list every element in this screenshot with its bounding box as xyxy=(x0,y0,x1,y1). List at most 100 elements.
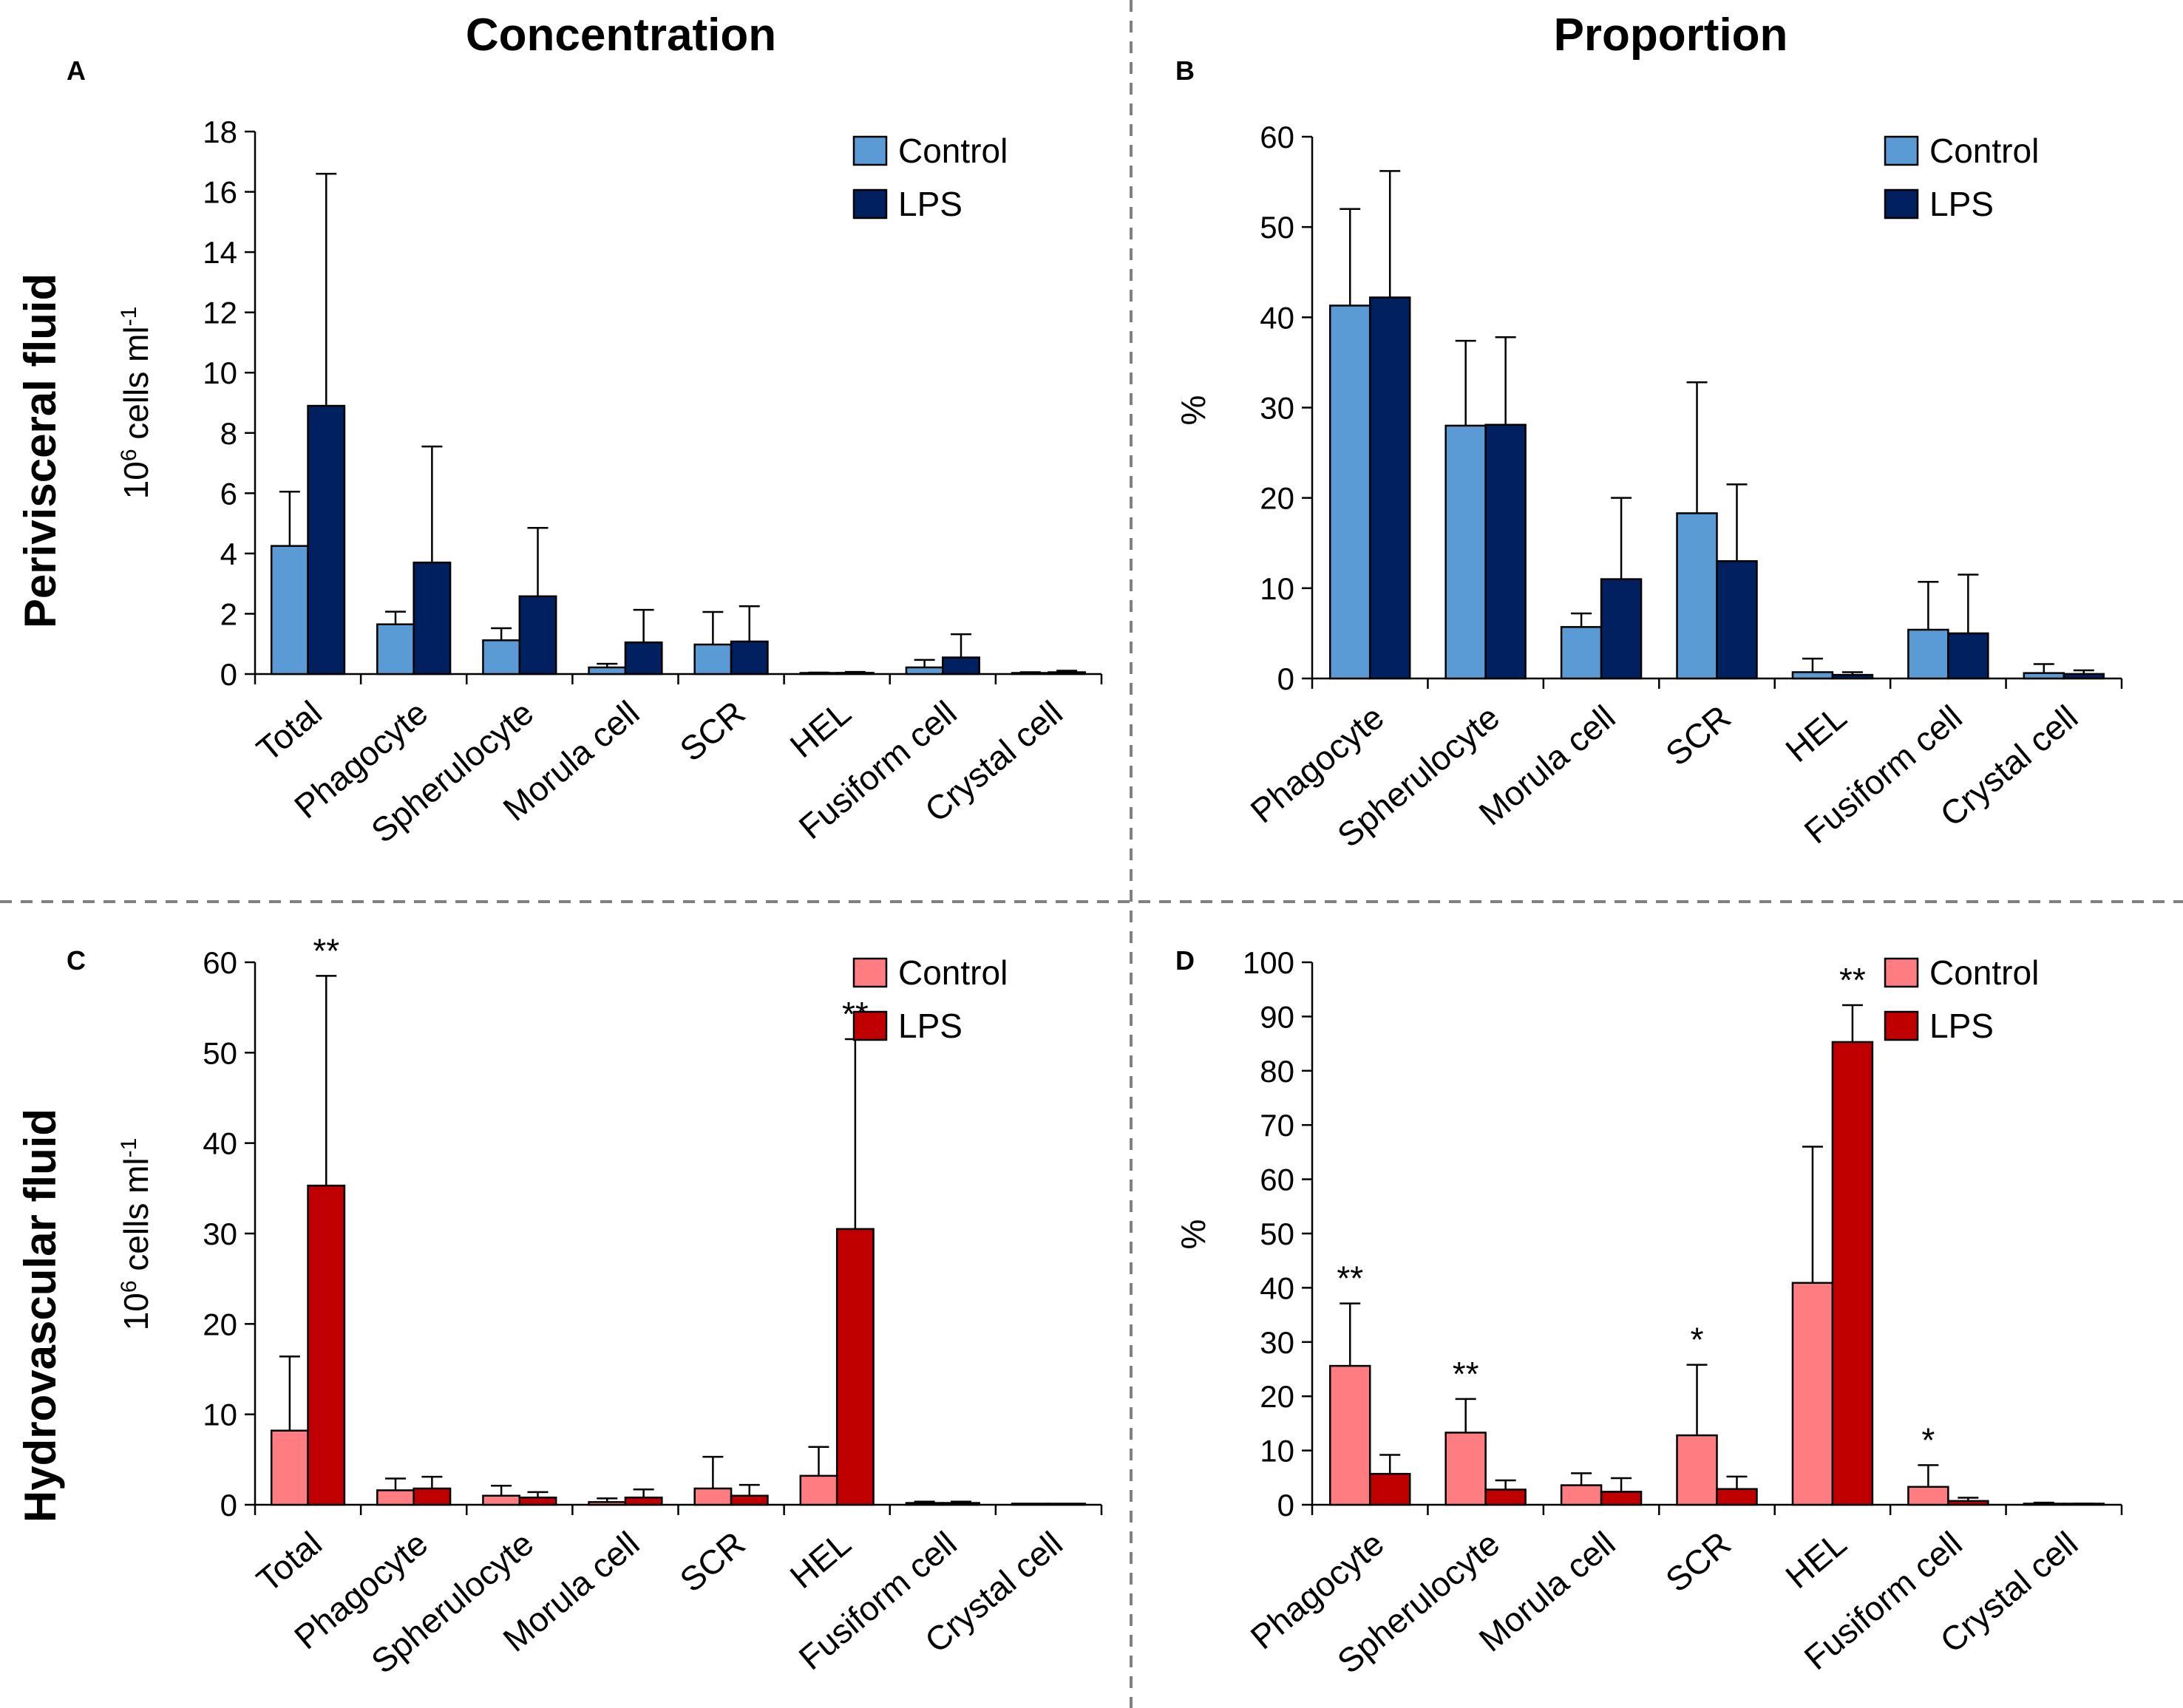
panel-d-y-tick-label: 0 xyxy=(1277,1488,1294,1522)
panel-a-y-tick-label: 6 xyxy=(220,476,237,511)
panel-b-y-tick-label: 0 xyxy=(1277,661,1294,696)
panel-a-bar-lps xyxy=(413,561,452,676)
panel-d-bar-control xyxy=(2023,1503,2065,1506)
chart-panel-b: 0102030405060PhagocyteSpherulocyteMorula… xyxy=(1174,120,2123,854)
panel-c-y-tick-label: 0 xyxy=(220,1488,237,1522)
panel-d-bar-control xyxy=(1328,1364,1371,1506)
panel-a-category-label: HEL xyxy=(783,693,858,765)
panel-a-legend-swatch-lps xyxy=(852,188,888,220)
panel-a-y-tick-label: 14 xyxy=(203,235,237,270)
panel-c-category-label: Total xyxy=(249,1524,329,1599)
panel-a-y-tick-label: 4 xyxy=(220,537,237,571)
panel-a-legend-swatch-control xyxy=(852,135,888,166)
panel-d-significance-mark: ** xyxy=(1839,961,1866,999)
panel-c-bar-lps xyxy=(518,1496,557,1506)
panel-a-bar-control xyxy=(588,666,627,676)
panel-b-y-tick-label: 30 xyxy=(1260,391,1294,426)
panel-c-bar-lps xyxy=(413,1487,452,1506)
panel-a-bar-control xyxy=(482,639,521,676)
panel-c-legend-swatch-lps xyxy=(852,1010,888,1041)
panel-d-bar-lps xyxy=(1484,1488,1527,1506)
panel-d-bar-lps xyxy=(1368,1472,1411,1506)
panel-d-category-label: HEL xyxy=(1778,1524,1853,1596)
panel-b-bar-lps xyxy=(1368,296,1411,680)
panel-b-bar-lps xyxy=(1831,673,1874,680)
panel-a-y-tick-label: 12 xyxy=(203,296,237,330)
panel-a-y-tick-label: 18 xyxy=(203,115,237,149)
panel-b-y-tick-label: 10 xyxy=(1260,571,1294,606)
panel-a-category-label: SCR xyxy=(673,693,753,769)
column-title-concentration: Concentration xyxy=(466,10,776,61)
chart-panel-c: 0102030405060****TotalPhagocyteSpheruloc… xyxy=(117,931,1103,1681)
chart-panel-d: 0102030405060708090100********PhagocyteS… xyxy=(1174,945,2123,1681)
panel-a-y-axis-label: 106 cells ml-1 xyxy=(117,307,156,500)
panel-c-y-tick-label: 10 xyxy=(203,1398,237,1432)
panel-d-bar-control xyxy=(1560,1484,1603,1506)
panel-a-bar-lps xyxy=(518,595,557,676)
panel-b-bar-control xyxy=(1676,512,1718,680)
panel-a-bar-lps xyxy=(942,656,980,676)
panel-d-bar-lps xyxy=(1947,1500,1989,1506)
panel-d-category-label: SCR xyxy=(1658,1524,1738,1599)
panel-c-legend-swatch-control xyxy=(852,957,888,988)
panel-d-legend-swatch-control xyxy=(1884,957,1919,988)
panel-c-y-tick-label: 40 xyxy=(203,1126,237,1161)
panel-d-bar-control xyxy=(1676,1434,1718,1506)
panel-a-bar-control xyxy=(905,666,944,676)
panel-d-y-tick-label: 100 xyxy=(1243,945,1294,980)
panel-d-y-tick-label: 70 xyxy=(1260,1108,1294,1143)
column-title-proportion: Proportion xyxy=(1554,10,1788,61)
panel-c-bar-control xyxy=(905,1502,944,1506)
panel-d-bar-control xyxy=(1791,1282,1834,1506)
panel-b-category-label: HEL xyxy=(1778,698,1853,769)
panel-d-significance-mark: * xyxy=(1921,1421,1935,1459)
panel-b-y-tick-label: 60 xyxy=(1260,120,1294,154)
panel-d-significance-mark: ** xyxy=(1337,1259,1363,1298)
panel-d-y-tick-label: 40 xyxy=(1260,1270,1294,1305)
panel-d-bar-lps xyxy=(1716,1488,1758,1506)
panel-b-category-label: SCR xyxy=(1658,698,1738,773)
panel-d-y-tick-label: 20 xyxy=(1260,1379,1294,1414)
panel-b-y-axis-label: % xyxy=(1174,395,1212,426)
panel-a-y-tick-label: 0 xyxy=(220,657,237,692)
panel-c-y-axis-label: 106 cells ml-1 xyxy=(117,1138,156,1331)
panel-c-bar-lps xyxy=(624,1496,663,1506)
panel-b-bar-control xyxy=(2023,672,2065,680)
panel-d-y-tick-label: 30 xyxy=(1260,1325,1294,1360)
panel-c-y-tick-label: 50 xyxy=(203,1035,237,1070)
panel-d-significance-mark: ** xyxy=(1453,1355,1479,1393)
panel-label-b: B xyxy=(1175,55,1195,86)
panel-c-bar-control xyxy=(270,1429,309,1506)
panel-a-bar-lps xyxy=(624,641,663,676)
panel-a-legend-label-control: Control xyxy=(898,132,1008,170)
panel-a-bar-lps xyxy=(307,404,346,676)
panel-c-bar-control xyxy=(376,1489,415,1506)
panel-c-bar-lps xyxy=(730,1494,769,1506)
panel-label-d: D xyxy=(1175,945,1195,976)
panel-c-bar-lps xyxy=(307,1184,346,1506)
panel-a-bar-control xyxy=(376,623,415,676)
panel-d-bar-lps xyxy=(1600,1491,1643,1506)
panel-b-bar-lps xyxy=(1716,559,1758,680)
chart-panel-a: 024681012141618TotalPhagocyteSpherulocyt… xyxy=(117,115,1103,850)
panel-d-legend-swatch-lps xyxy=(1884,1010,1919,1041)
panel-b-bar-control xyxy=(1907,628,1949,680)
panel-a-y-tick-label: 16 xyxy=(203,175,237,210)
panel-d-y-tick-label: 10 xyxy=(1260,1434,1294,1469)
row-title-perivisceral: Perivisceral fluid xyxy=(16,273,65,628)
panel-c-category-label: SCR xyxy=(673,1524,753,1599)
panel-a-bar-control xyxy=(270,545,309,676)
panel-a-bar-lps xyxy=(1048,671,1087,676)
panel-c-bar-lps xyxy=(942,1502,980,1506)
panel-a-bar-lps xyxy=(730,640,769,676)
panel-b-bar-lps xyxy=(1484,423,1527,680)
panel-d-y-tick-label: 60 xyxy=(1260,1163,1294,1197)
panel-c-y-tick-label: 30 xyxy=(203,1217,237,1251)
panel-b-bar-lps xyxy=(1947,632,1989,680)
panel-d-bar-control xyxy=(1907,1486,1949,1506)
panel-a-y-tick-label: 10 xyxy=(203,355,237,390)
panel-c-legend-label-control: Control xyxy=(898,953,1008,992)
panel-b-y-tick-label: 20 xyxy=(1260,481,1294,516)
panel-a-category-label: Total xyxy=(249,693,329,769)
